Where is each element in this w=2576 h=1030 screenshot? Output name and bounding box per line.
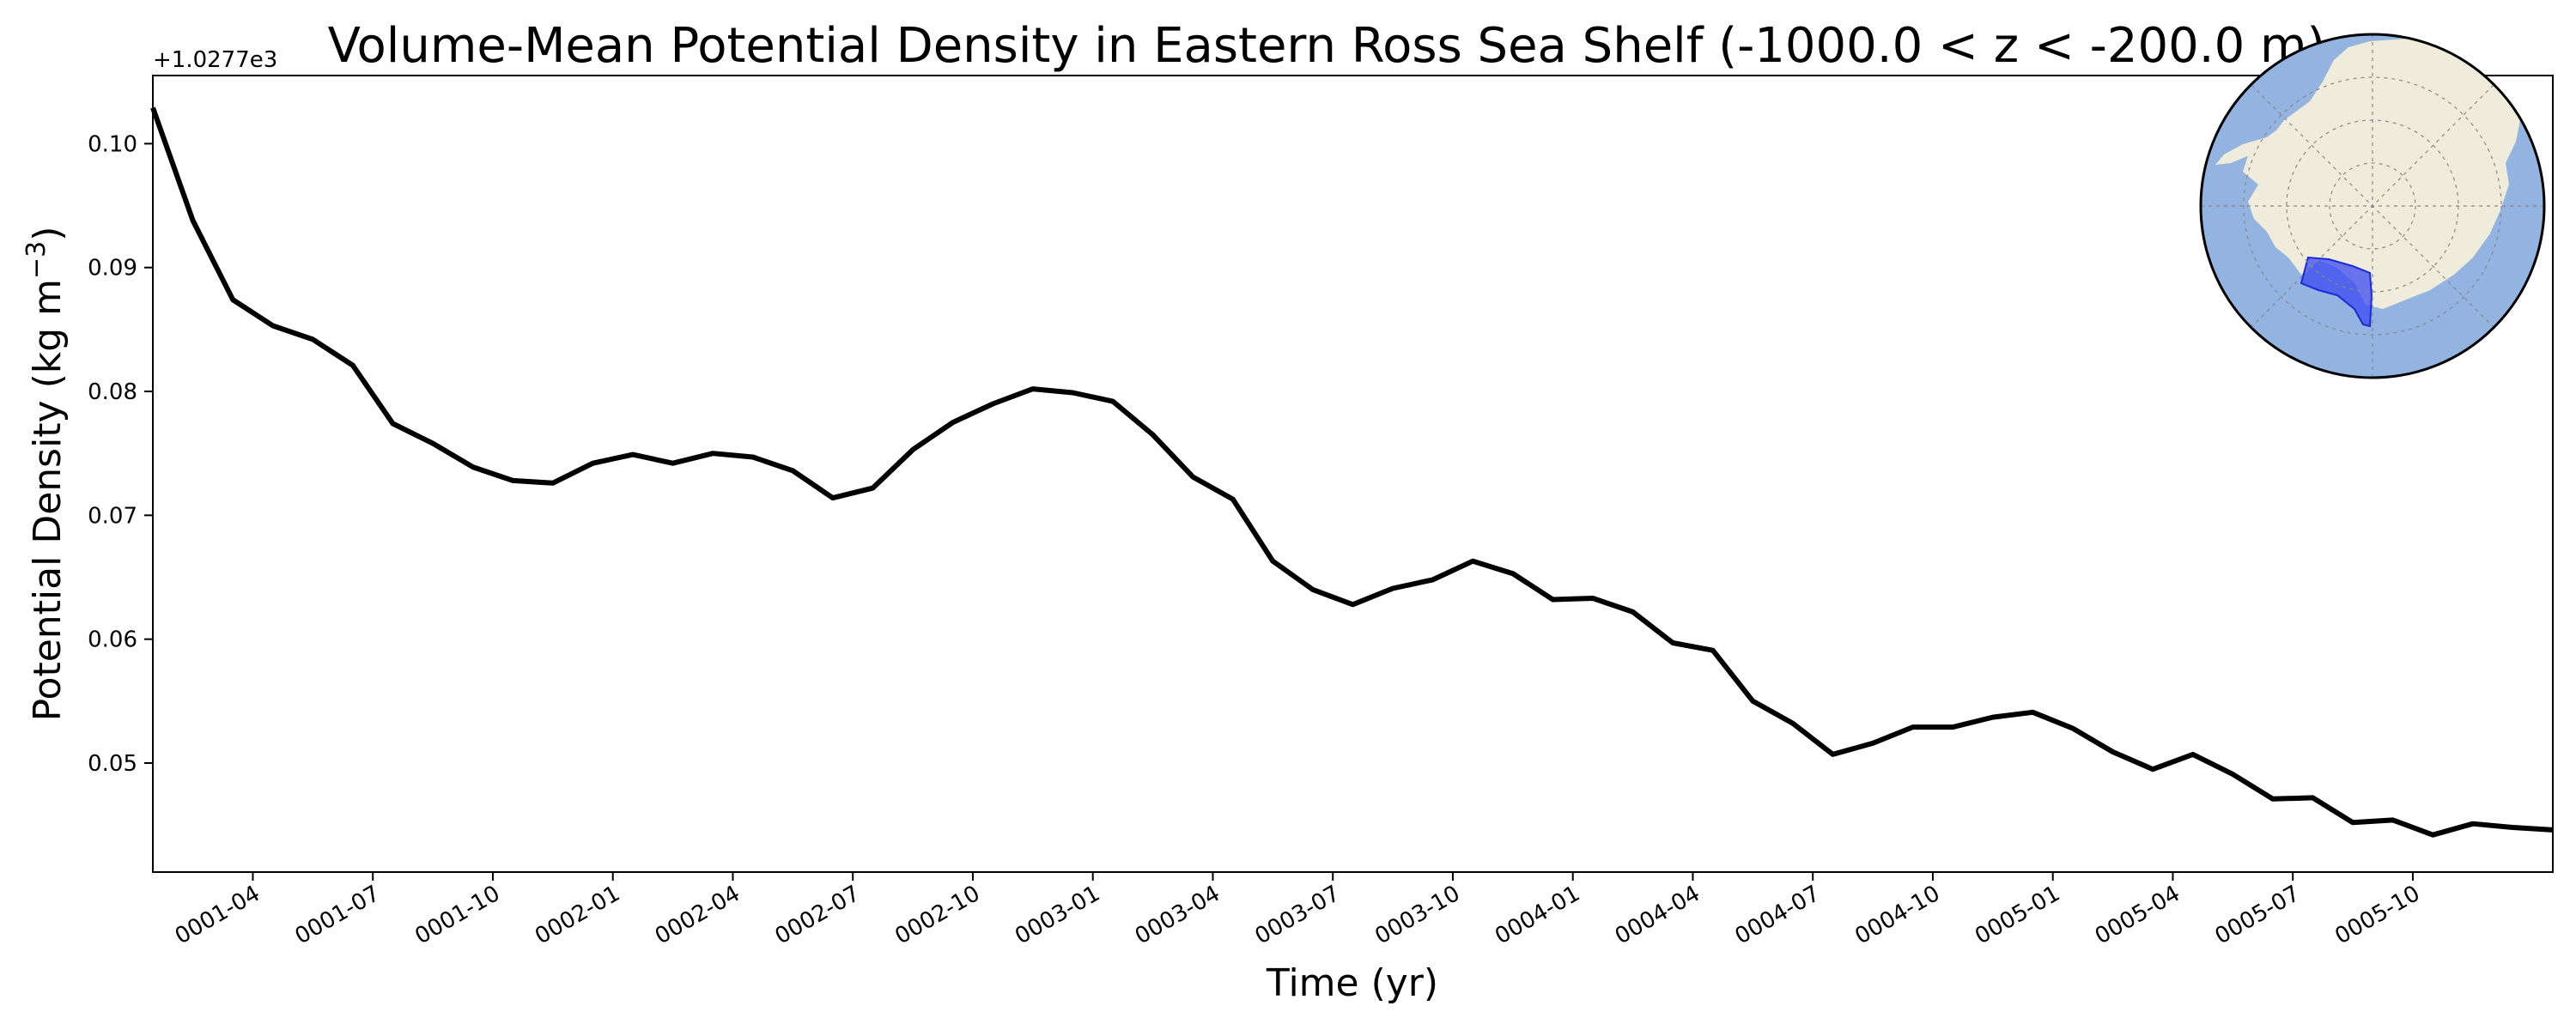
inset-graticule <box>2201 34 2544 378</box>
x-tick-label: 0004-04 <box>1611 881 1704 949</box>
y-tick-label: 0.08 <box>88 379 137 405</box>
x-tick-label: 0004-01 <box>1491 881 1584 949</box>
y-tick-label: 0.06 <box>88 627 137 653</box>
x-tick-label: 0002-07 <box>771 881 865 949</box>
x-axis-ticks: 0001-04 0001-07 0001-10 0002-01 0002-04 0002-… <box>171 872 2424 949</box>
y-tick-label: 0.09 <box>88 256 137 282</box>
x-axis-label: Time (yr) <box>1266 961 1438 1005</box>
x-tick-label: 0003-10 <box>1370 881 1464 949</box>
x-tick-label: 0003-04 <box>1131 881 1224 949</box>
x-tick-label: 0004-07 <box>1731 881 1825 949</box>
x-tick-label: 0004-10 <box>1850 881 1944 949</box>
chart-title: Volume-Mean Potential Density in Eastern… <box>328 18 2326 74</box>
x-tick-label: 0005-04 <box>2091 881 2184 949</box>
x-tick-label: 0002-01 <box>531 881 624 949</box>
y-axis-label: Potential Density (kg m−3) <box>21 227 70 722</box>
y-offset-label: +1.0277e3 <box>153 47 277 73</box>
x-tick-label: 0005-01 <box>1971 881 2064 949</box>
x-tick-label: 0003-01 <box>1011 881 1104 949</box>
x-tick-label: 0001-07 <box>291 881 385 949</box>
x-tick-label: 0005-07 <box>2211 881 2305 949</box>
inset-map-border <box>2199 33 2546 379</box>
series-line <box>150 106 2554 838</box>
inset-ross-region <box>2300 256 2373 328</box>
inset-peninsula <box>2215 124 2288 165</box>
x-tick-label: 0002-10 <box>890 881 984 949</box>
plot-frame <box>152 75 2554 873</box>
y-axis-ticks: 0.05 0.06 0.07 0.08 0.09 0.10 <box>88 131 153 777</box>
y-tick-label: 0.05 <box>88 751 137 777</box>
x-tick-label: 0003-07 <box>1251 881 1345 949</box>
x-tick-label: 0001-10 <box>410 881 504 949</box>
inset-antarctica-land <box>2243 38 2520 309</box>
y-tick-label: 0.07 <box>88 503 137 529</box>
x-tick-label: 0005-10 <box>2330 881 2424 949</box>
x-tick-label: 0002-04 <box>651 881 744 949</box>
inset-antarctica-map <box>2199 33 2546 379</box>
x-tick-label: 0001-04 <box>171 881 264 949</box>
y-tick-label: 0.10 <box>88 131 137 157</box>
